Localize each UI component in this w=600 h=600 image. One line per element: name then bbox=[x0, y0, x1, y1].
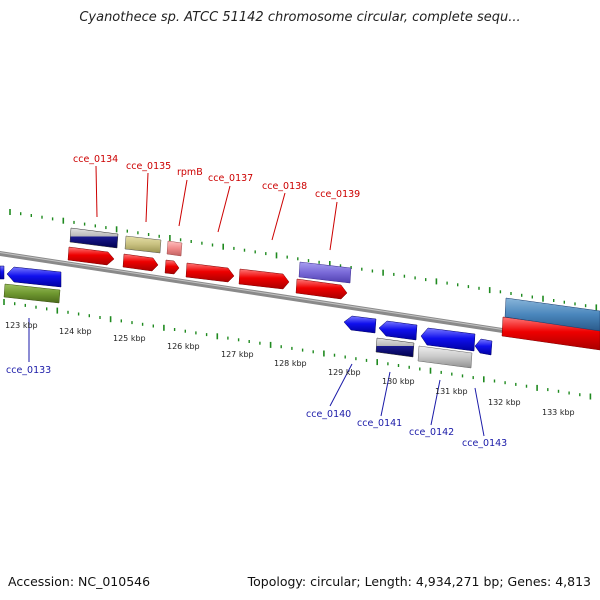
topology-text: Topology: circular; Length: 4,934,271 bp… bbox=[247, 574, 591, 589]
gene-label-cce-0143[interactable]: cce_0143 bbox=[462, 438, 507, 449]
gene-feature[interactable] bbox=[67, 246, 115, 266]
gene-product-box[interactable] bbox=[69, 227, 119, 249]
gene-label-cce-0141[interactable]: cce_0141 bbox=[357, 418, 402, 429]
gene-product-box[interactable] bbox=[3, 283, 61, 304]
gene-product-box[interactable] bbox=[375, 337, 415, 358]
gene-feature[interactable] bbox=[0, 265, 5, 280]
gene-feature[interactable] bbox=[474, 338, 493, 356]
forward-strand-genes bbox=[67, 227, 600, 351]
scale-label: 124 kbp bbox=[59, 327, 92, 336]
gene-feature[interactable] bbox=[164, 259, 180, 275]
gene-label-cce-0134[interactable]: cce_0134 bbox=[73, 154, 118, 165]
gene-label-cce-0137[interactable]: cce_0137 bbox=[208, 173, 253, 184]
scale-label: 129 kbp bbox=[328, 368, 361, 377]
gene-label-cce-0140[interactable]: cce_0140 bbox=[306, 409, 351, 420]
scale-label: 131 kbp bbox=[435, 387, 468, 396]
gene-label-cce-0135[interactable]: cce_0135 bbox=[126, 161, 171, 172]
scale-label: 123 kbp bbox=[5, 321, 38, 330]
gene-label-rpmb[interactable]: rpmB bbox=[177, 167, 203, 178]
accession-text: Accession: NC_010546 bbox=[8, 574, 151, 589]
gene-feature[interactable] bbox=[420, 327, 476, 352]
gene-feature[interactable] bbox=[295, 278, 348, 300]
scale-label: 125 kbp bbox=[113, 334, 146, 343]
gene-label-cce-0139[interactable]: cce_0139 bbox=[315, 189, 360, 200]
scale-ticks-lower bbox=[3, 299, 592, 400]
gene-product-box[interactable] bbox=[166, 240, 183, 257]
lower-gene-labels: cce_0133 cce_0140 cce_0141 cce_0142 cce_… bbox=[6, 365, 507, 449]
gene-label-cce-0142[interactable]: cce_0142 bbox=[409, 427, 454, 438]
gene-product-box[interactable] bbox=[417, 345, 473, 369]
upper-label-connectors bbox=[95, 165, 338, 251]
scale-labels: 123 kbp 124 kbp 125 kbp 126 kbp 127 kbp … bbox=[5, 321, 575, 417]
scale-ticks-upper bbox=[9, 209, 598, 311]
gene-product-box[interactable] bbox=[124, 235, 162, 254]
map-title: Cyanothece sp. ATCC 51142 chromosome cir… bbox=[79, 10, 521, 25]
gene-feature[interactable] bbox=[6, 266, 62, 288]
scale-label: 132 kbp bbox=[488, 398, 521, 407]
gene-product-box[interactable] bbox=[504, 297, 600, 332]
scale-label: 128 kbp bbox=[274, 359, 307, 368]
lower-label-connectors bbox=[28, 318, 485, 437]
scale-label: 126 kbp bbox=[167, 342, 200, 351]
reverse-strand-genes bbox=[0, 265, 493, 369]
upper-gene-labels: cce_0134 cce_0135 rpmB cce_0137 cce_0138… bbox=[73, 154, 360, 200]
gene-feature[interactable] bbox=[185, 262, 235, 283]
gene-product-box[interactable] bbox=[298, 261, 352, 284]
gene-label-cce-0133[interactable]: cce_0133 bbox=[6, 365, 51, 376]
gene-feature[interactable] bbox=[238, 268, 290, 290]
gene-feature[interactable] bbox=[378, 320, 418, 341]
gene-feature[interactable] bbox=[343, 315, 377, 334]
scale-label: 130 kbp bbox=[382, 377, 415, 386]
gene-label-cce-0138[interactable]: cce_0138 bbox=[262, 181, 307, 192]
scale-label: 133 kbp bbox=[542, 408, 575, 417]
scale-label: 127 kbp bbox=[221, 350, 254, 359]
gene-feature[interactable] bbox=[122, 253, 159, 272]
